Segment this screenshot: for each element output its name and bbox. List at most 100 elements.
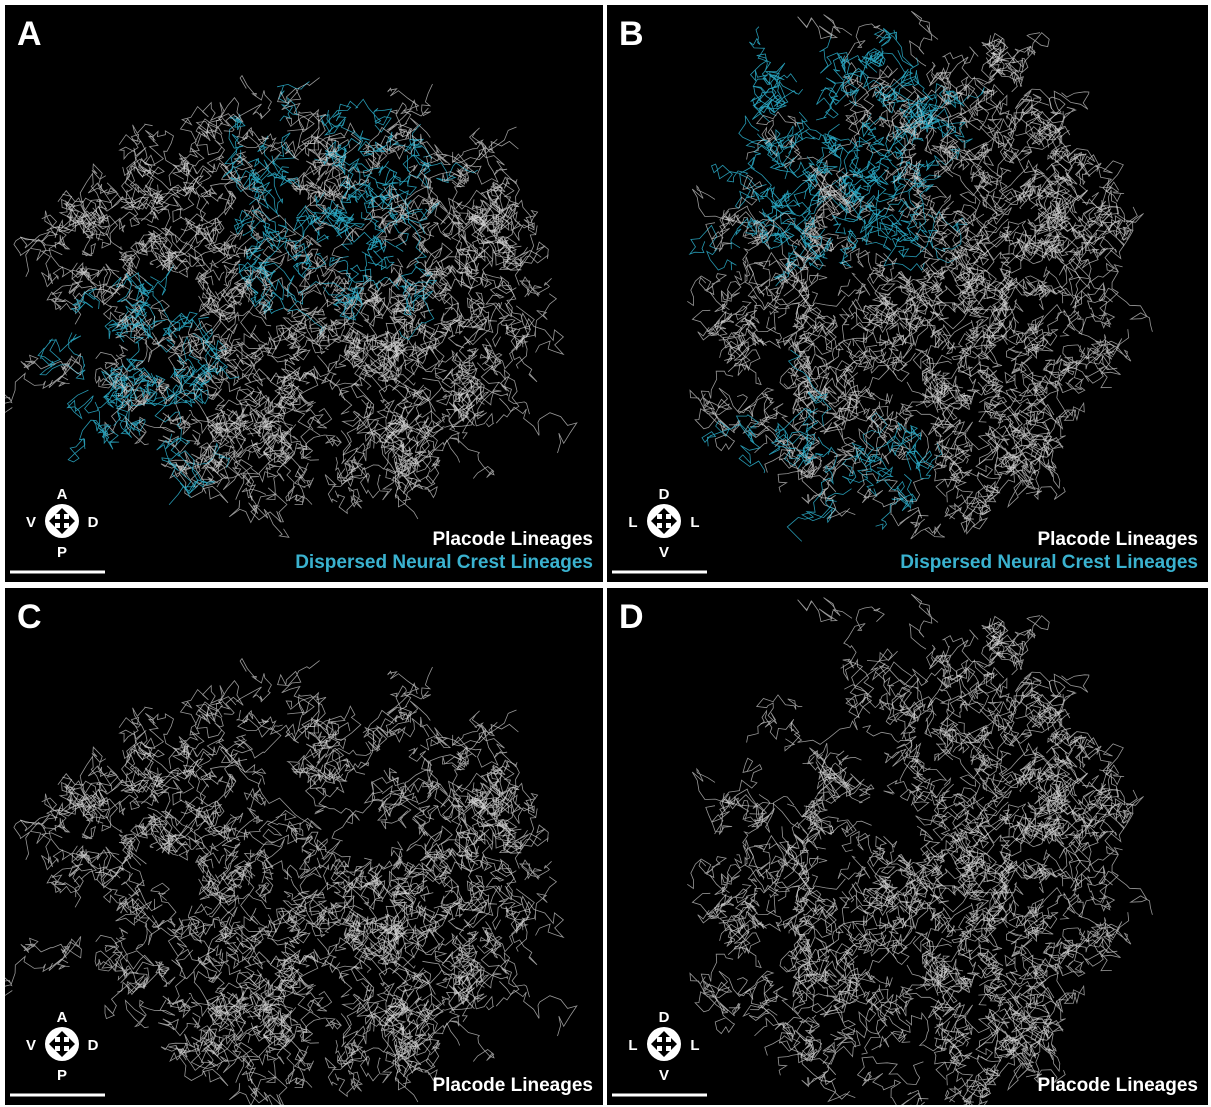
placode-track [295, 1054, 314, 1087]
placode-track [196, 702, 222, 738]
placode-track [906, 430, 954, 468]
placode-track [727, 337, 761, 384]
placode-track [415, 396, 441, 433]
placode-track [234, 332, 276, 359]
placode-track [808, 879, 846, 916]
panel: CPlacode LineagesAPVD [5, 588, 603, 1105]
placode-track [1040, 150, 1075, 195]
placode-track [188, 836, 225, 873]
placode-track [830, 1006, 855, 1046]
compass-label: D [659, 486, 670, 503]
panel: APlacode LineagesDispersed Neural Crest … [5, 5, 603, 582]
placode-track [391, 326, 448, 393]
placode-track [875, 885, 935, 921]
placode-track [1070, 860, 1153, 915]
placode-track [96, 935, 154, 969]
placode-track [910, 515, 944, 539]
placode-track [1078, 192, 1102, 249]
tracks [687, 11, 1152, 541]
placode-track [325, 1051, 367, 1085]
placode-track [1075, 283, 1114, 328]
placode-track [298, 374, 359, 404]
placode-track [783, 303, 807, 354]
placode-track [1009, 33, 1049, 73]
placode-track [271, 345, 299, 396]
placode-track [864, 1072, 922, 1105]
placode-track [792, 408, 844, 435]
placode-track [945, 508, 975, 534]
placode-track [749, 394, 777, 438]
placode-track [21, 938, 67, 958]
placode-track [808, 990, 858, 1012]
placode-track [838, 273, 870, 301]
compass-label: A [57, 1009, 68, 1026]
placode-track [116, 897, 150, 925]
placode-track [823, 1028, 856, 1064]
placode-track [286, 114, 325, 150]
placode-track [1040, 733, 1075, 778]
placode-track [236, 343, 272, 366]
compass-label: L [690, 514, 699, 531]
neural-crest-track [737, 415, 765, 473]
placode-track [929, 47, 978, 86]
placode-track [280, 383, 332, 428]
placode-track [335, 487, 362, 513]
compass-label: A [57, 486, 68, 503]
tracks [687, 594, 1152, 1105]
placode-track [236, 926, 272, 949]
placode-track [222, 821, 298, 848]
placode-track [244, 789, 265, 812]
placode-track [721, 282, 741, 310]
placode-track [264, 447, 303, 504]
placode-track [766, 851, 809, 892]
placode-track [735, 262, 778, 314]
placode-track [512, 877, 557, 965]
neural-crest-track [782, 112, 823, 148]
placode-track [783, 886, 807, 937]
neural-crest-track [321, 104, 351, 132]
compass-label: V [659, 544, 669, 561]
placode-track [202, 681, 244, 724]
placode-track [798, 15, 852, 39]
placode-track [830, 423, 855, 463]
neural-crest-track [885, 479, 912, 510]
placode-track [512, 294, 557, 382]
placode-track [842, 832, 879, 855]
placode-track [961, 485, 993, 532]
neural-crest-track [820, 34, 846, 80]
placode-track [298, 957, 359, 987]
placode-track [237, 438, 280, 460]
placode-track [450, 1010, 495, 1062]
placode-track [415, 979, 441, 1016]
neural-crest-track [151, 398, 182, 471]
placode-track [520, 277, 552, 297]
placode-track [206, 917, 228, 972]
placode-track [727, 920, 761, 967]
placode-track [1038, 868, 1070, 886]
panel-label: C [17, 598, 42, 636]
placode-track [737, 971, 778, 1010]
placode-track [927, 640, 995, 668]
placode-track [286, 697, 325, 733]
placode-track [1061, 347, 1108, 382]
placode-track [188, 253, 225, 290]
placode-track [219, 310, 271, 330]
placode-track [229, 477, 259, 523]
compass-label: L [628, 1037, 637, 1054]
placode-track [343, 728, 374, 775]
placode-track [41, 833, 77, 870]
placode-track [453, 711, 498, 746]
placode-track [365, 259, 403, 327]
placode-track [798, 598, 852, 622]
neural-crest-track [817, 124, 843, 163]
placode-track [41, 250, 77, 287]
placode-track [381, 717, 423, 742]
placode-track [59, 210, 96, 256]
panel: BPlacode LineagesDispersed Neural Crest … [607, 5, 1208, 582]
placode-track [1005, 955, 1033, 984]
placode-track [884, 198, 932, 218]
neural-crest-track [690, 226, 737, 271]
neural-crest-track [362, 252, 400, 291]
placode-track [993, 768, 1043, 794]
placode-track [325, 468, 367, 502]
